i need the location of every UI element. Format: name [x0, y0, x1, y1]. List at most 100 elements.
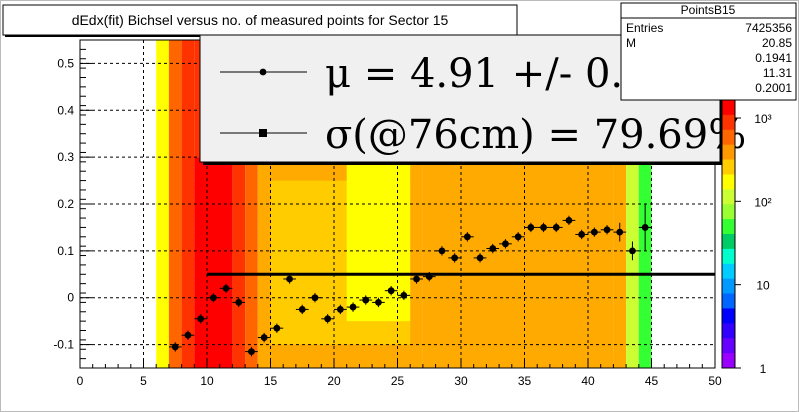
color-scale-swatch [722, 338, 735, 354]
data-point [502, 240, 509, 248]
x-tick-label: 5 [140, 374, 147, 388]
data-point [578, 231, 586, 238]
y-tick-label: 0 [67, 291, 74, 305]
stats-title: PointsB15 [681, 3, 736, 17]
data-point [336, 306, 344, 313]
data-point [540, 224, 547, 231]
data-point [324, 315, 332, 323]
y-tick-label: 0.5 [57, 56, 74, 70]
data-point [248, 348, 255, 355]
heatmap-cell [346, 157, 411, 322]
data-point [514, 233, 522, 241]
y-tick-label: 0.4 [57, 103, 74, 117]
data-point [209, 294, 217, 302]
data-point [641, 224, 649, 231]
stats-value: 11.31 [763, 66, 792, 80]
color-scale: 1 10 10² 10³ [721, 99, 772, 376]
x-tick-label: 25 [391, 374, 405, 388]
data-point [476, 254, 484, 262]
data-point [413, 275, 420, 283]
color-scale-swatch [722, 308, 735, 324]
color-scale-swatch [722, 293, 735, 309]
legend-marker-circle [259, 68, 267, 76]
color-scale-swatch [722, 129, 735, 146]
data-point [235, 299, 243, 306]
color-scale-frame [721, 99, 736, 369]
color-scale-swatch [722, 189, 735, 205]
heatmap-cell [422, 157, 614, 368]
x-axis: 0 5 10 15 20 25 30 35 40 45 50 [77, 359, 722, 388]
data-point [552, 224, 560, 231]
chart-title: dEdx(fit) Bichsel versus no. of measured… [72, 12, 449, 28]
x-tick-label: 35 [518, 374, 532, 388]
y-axis: -0.1 0 0.1 0.2 0.3 0.4 0.5 [53, 39, 92, 369]
data-point [349, 303, 357, 311]
color-scale-swatch [722, 248, 735, 265]
color-scale-swatch [722, 100, 735, 116]
x-tick-label: 15 [264, 374, 278, 388]
data-point [311, 294, 319, 302]
color-scale-swatch [722, 159, 735, 175]
heatmap-cell [626, 157, 639, 368]
stats-box: PointsB15 Entries 7425356 M 20.850.194111.31… [620, 2, 797, 101]
data-point [362, 296, 370, 304]
data-point [616, 228, 624, 236]
y-tick-label: 0.3 [57, 150, 74, 164]
title-frame [2, 4, 518, 36]
color-scale-swatch [722, 174, 735, 190]
data-point [463, 233, 471, 241]
stats-value: 7425356 [745, 21, 792, 35]
color-scale-label: 10 [756, 279, 770, 293]
heatmap-cell [168, 40, 182, 368]
y-tick-label: -0.1 [53, 338, 74, 352]
color-scale-label: 1 [760, 362, 767, 376]
stats-value: 0.1941 [755, 51, 792, 65]
x-tick-label: 30 [454, 374, 468, 388]
data-point [375, 299, 382, 306]
heatmap-cell [194, 157, 233, 368]
color-scale-swatch [722, 219, 735, 235]
heatmap-cell [181, 40, 195, 368]
data-point [387, 287, 395, 295]
stats-label: M [626, 36, 636, 50]
color-scale-swatch [722, 144, 735, 161]
legend-marker-square [259, 129, 267, 137]
data-point [565, 217, 573, 224]
stats-label: Entries [626, 21, 663, 35]
color-scale-swatch [722, 234, 735, 250]
data-point [590, 228, 598, 236]
stats-frame [620, 2, 797, 101]
data-point [298, 306, 306, 313]
data-point [400, 291, 408, 299]
data-point [425, 273, 433, 281]
data-point [222, 284, 230, 292]
data-point [629, 247, 636, 255]
heatmap-cell [156, 40, 169, 368]
color-scale-swatch [722, 353, 735, 369]
data-point [489, 245, 497, 252]
heatmap-cell [613, 157, 627, 368]
x-tick-label: 0 [77, 374, 84, 388]
x-tick-label: 20 [327, 374, 341, 388]
heatmap-cell [232, 157, 246, 368]
data-point [286, 275, 293, 283]
y-tick-label: 0.2 [57, 197, 74, 211]
x-tick-label: 10 [200, 374, 214, 388]
heatmap-cell [245, 157, 258, 368]
data-point [438, 247, 446, 255]
title-box: dEdx(fit) Bichsel versus no. of measured… [2, 4, 519, 37]
color-scale-swatch [722, 204, 735, 220]
y-tick-label: 0.1 [57, 244, 74, 258]
data-point [184, 331, 192, 339]
data-point [171, 343, 179, 351]
data-point [273, 324, 281, 332]
heatmap-cell [638, 157, 652, 368]
data-point [451, 254, 459, 262]
data-point [603, 226, 611, 234]
data-points [168, 204, 652, 357]
x-tick-label: 40 [581, 374, 595, 388]
legend-sigma-text: σ(@76cm) = 79.69% [325, 112, 746, 158]
color-scale-swatch [722, 323, 735, 339]
